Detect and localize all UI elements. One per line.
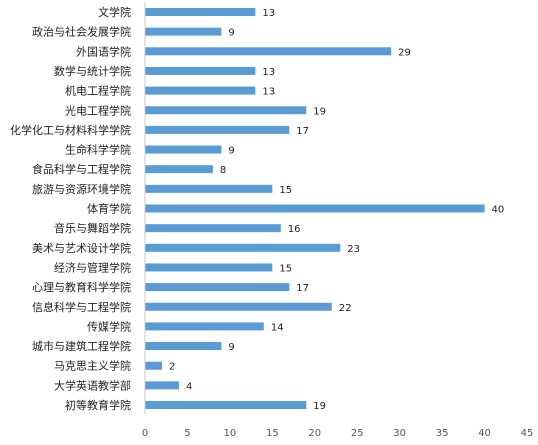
bar — [145, 27, 222, 36]
bar — [145, 263, 273, 272]
bar — [145, 165, 213, 174]
bar — [145, 381, 179, 390]
bar — [145, 184, 273, 193]
category-label: 马克思主义学院 — [54, 359, 131, 373]
x-axis-ticks: 0 5 10 15 20 25 30 35 40 45 — [142, 428, 534, 439]
data-label: 19 — [313, 106, 326, 117]
data-label: 13 — [262, 8, 275, 19]
bar — [145, 361, 162, 370]
category-label: 经济与管理学院 — [54, 260, 131, 274]
category-label: 体育学院 — [87, 202, 131, 216]
category-label: 心理与教育科学学院 — [32, 280, 131, 294]
x-tick-label: 0 — [142, 428, 148, 439]
x-tick-label: 35 — [436, 428, 449, 439]
data-label: 23 — [347, 244, 360, 255]
data-label: 2 — [169, 362, 175, 373]
category-labels: 文学院政治与社会发展学院外国语学院数学与统计学院机电工程学院光电工程学院化学化工… — [10, 5, 131, 412]
data-label: 19 — [313, 401, 326, 412]
category-label: 文学院 — [98, 5, 131, 19]
category-label: 城市与建筑工程学院 — [32, 339, 131, 353]
category-label: 政治与社会发展学院 — [32, 25, 131, 39]
bar — [145, 243, 341, 252]
x-tick-label: 20 — [308, 428, 321, 439]
category-label: 生命科学学院 — [65, 143, 131, 157]
data-label: 15 — [279, 185, 292, 196]
bar — [145, 66, 256, 75]
bar — [145, 342, 222, 351]
data-label: 9 — [228, 28, 234, 39]
category-label: 旅游与资源环境学院 — [32, 182, 131, 196]
bars-layer — [145, 8, 485, 409]
category-label: 数学与统计学院 — [54, 64, 131, 78]
data-label: 13 — [262, 87, 275, 98]
bar — [145, 204, 485, 213]
category-label: 音乐与舞蹈学院 — [54, 221, 131, 235]
x-tick-label: 40 — [478, 428, 491, 439]
data-label: 14 — [271, 322, 284, 333]
category-label: 机电工程学院 — [65, 84, 131, 98]
x-tick-label: 5 — [184, 428, 190, 439]
bar — [145, 47, 392, 56]
data-label: 29 — [398, 47, 411, 58]
data-label: 4 — [186, 381, 192, 392]
bar — [145, 86, 256, 95]
bar — [145, 8, 256, 16]
x-tick-label: 45 — [521, 428, 534, 439]
bar — [145, 106, 307, 115]
data-label: 16 — [288, 224, 301, 235]
x-tick-label: 15 — [266, 428, 279, 439]
data-label: 17 — [296, 126, 309, 137]
category-label: 大学英语教学部 — [54, 378, 131, 392]
bar — [145, 224, 281, 233]
bar — [145, 322, 264, 331]
bar — [145, 283, 290, 292]
data-label: 40 — [492, 205, 505, 216]
data-label: 17 — [296, 283, 309, 294]
category-label: 信息科学与工程学院 — [32, 300, 131, 314]
data-label: 9 — [228, 146, 234, 157]
category-label: 传媒学院 — [87, 319, 131, 333]
x-tick-label: 30 — [393, 428, 406, 439]
x-tick-label: 10 — [224, 428, 237, 439]
data-label: 22 — [339, 303, 352, 314]
bar — [145, 145, 222, 154]
data-label: 13 — [262, 67, 275, 78]
category-label: 初等教育学院 — [65, 398, 131, 412]
category-label: 外国语学院 — [76, 44, 131, 58]
data-label: 15 — [279, 263, 292, 274]
x-tick-label: 25 — [351, 428, 364, 439]
category-label: 光电工程学院 — [65, 103, 131, 117]
data-label: 9 — [228, 342, 234, 353]
category-label: 食品科学与工程学院 — [32, 162, 131, 176]
category-label: 美术与艺术设计学院 — [32, 241, 131, 255]
data-label: 8 — [220, 165, 226, 176]
bar — [145, 125, 290, 134]
category-label: 化学化工与材料科学学院 — [10, 123, 131, 137]
bar — [145, 401, 307, 409]
bar — [145, 302, 332, 311]
